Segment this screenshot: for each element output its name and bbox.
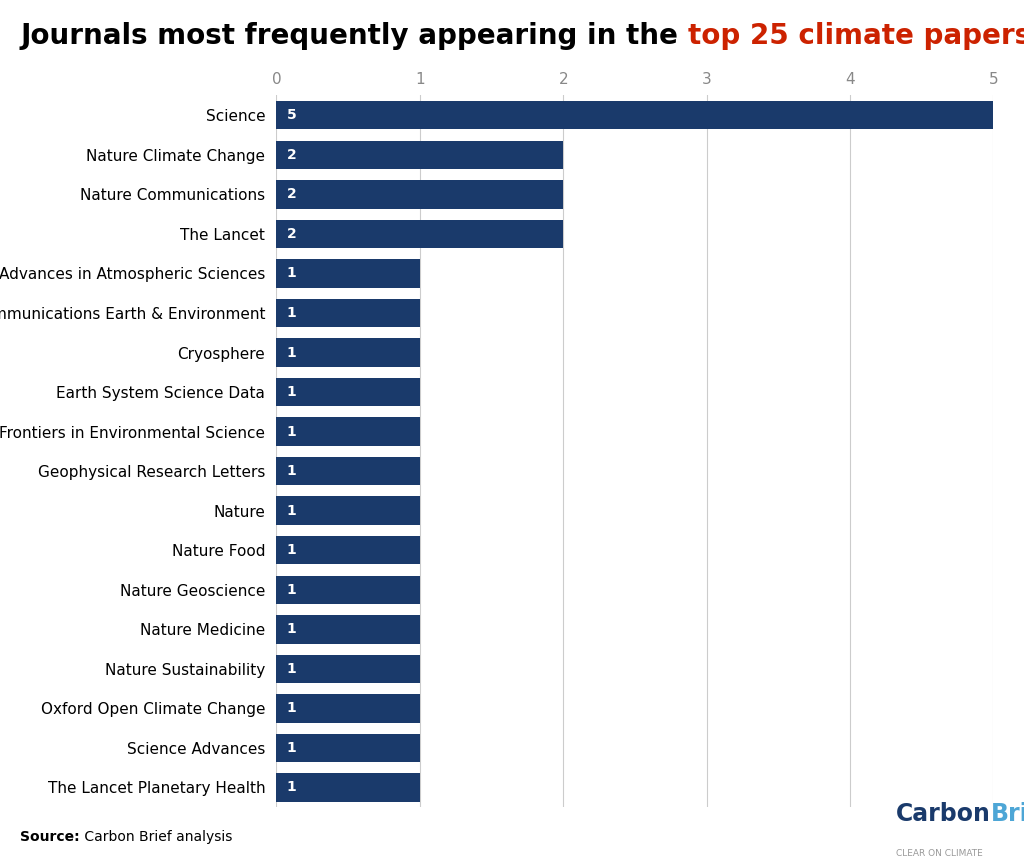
Text: Carbon Brief analysis: Carbon Brief analysis <box>80 830 232 844</box>
Text: Carbon: Carbon <box>896 802 991 826</box>
Bar <box>276 654 420 683</box>
Bar <box>276 615 420 643</box>
Bar <box>276 180 563 208</box>
Text: 1: 1 <box>287 701 296 715</box>
Text: Source:: Source: <box>20 830 80 844</box>
Text: 2: 2 <box>287 148 296 161</box>
Bar <box>276 536 420 564</box>
Bar <box>276 496 420 525</box>
Bar <box>276 457 420 485</box>
Bar <box>276 418 420 446</box>
Text: 1: 1 <box>287 266 296 280</box>
Bar <box>276 141 563 169</box>
Bar <box>276 299 420 327</box>
Bar <box>276 101 993 129</box>
Bar <box>276 260 420 287</box>
Bar <box>276 575 420 604</box>
Text: 1: 1 <box>287 345 296 359</box>
Bar <box>276 339 420 367</box>
Bar <box>276 694 420 723</box>
Text: 2: 2 <box>287 187 296 201</box>
Bar <box>276 220 563 248</box>
Text: 1: 1 <box>287 780 296 794</box>
Text: 1: 1 <box>287 424 296 438</box>
Text: CLEAR ON CLIMATE: CLEAR ON CLIMATE <box>896 849 983 858</box>
Bar <box>276 773 420 802</box>
Bar <box>276 378 420 406</box>
Text: 1: 1 <box>287 385 296 399</box>
Text: 2: 2 <box>287 227 296 241</box>
Text: Journals most frequently appearing in the: Journals most frequently appearing in th… <box>20 22 688 49</box>
Text: 1: 1 <box>287 464 296 478</box>
Text: 1: 1 <box>287 741 296 755</box>
Text: 1: 1 <box>287 661 296 676</box>
Text: 1: 1 <box>287 543 296 557</box>
Text: 1: 1 <box>287 622 296 636</box>
Text: 1: 1 <box>287 306 296 320</box>
Bar <box>276 733 420 762</box>
Text: Brief: Brief <box>991 802 1024 826</box>
Text: 1: 1 <box>287 503 296 517</box>
Text: top 25 climate papers: top 25 climate papers <box>688 22 1024 49</box>
Text: 1: 1 <box>287 582 296 597</box>
Text: 5: 5 <box>287 108 296 122</box>
